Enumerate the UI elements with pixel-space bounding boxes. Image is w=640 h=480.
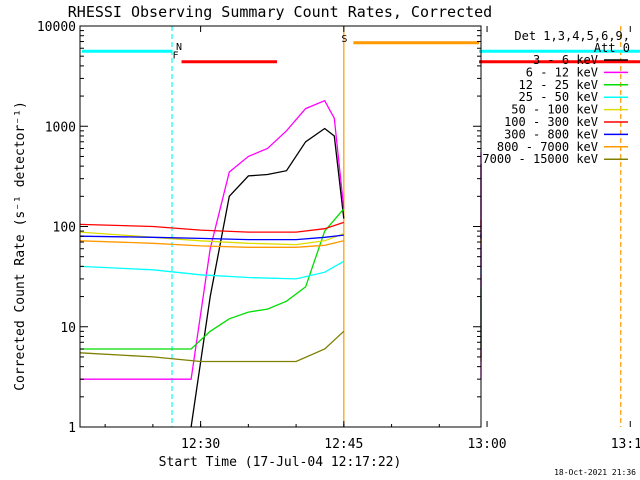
y-tick-label-4: 10000 (37, 20, 76, 35)
legend-label-8: 7000 - 15000 keV (482, 152, 598, 166)
x-tick-label-2: 13:00 (467, 437, 506, 452)
footer-timestamp: 18-Oct-2021 21:36 (554, 468, 636, 477)
legend-label-4: 50 - 100 keV (511, 103, 598, 117)
legend-label-7: 800 - 7000 keV (497, 140, 598, 154)
x-tick-label-3: 13:15 (611, 437, 640, 452)
x-axis-label: Start Time (17-Jul-04 12:17:22) (159, 455, 402, 470)
y-tick-label-0: 1 (68, 421, 76, 436)
legend-title: Det 1,3,4,5,6,9, (514, 29, 630, 43)
flag-label-f: F (173, 51, 179, 62)
y-tick-label-2: 100 (53, 221, 76, 236)
y-tick-label-3: 1000 (45, 120, 76, 135)
legend-label-1: 6 - 12 keV (526, 65, 598, 79)
y-tick-label-1: 10 (60, 321, 76, 336)
flag-label-s: S (341, 34, 347, 45)
x-tick-label-1: 12:45 (324, 437, 363, 452)
legend-label-5: 100 - 300 keV (504, 115, 598, 129)
legend-label-2: 12 - 25 keV (519, 78, 598, 92)
y-axis-label: Corrected Count Rate (s⁻¹ detector⁻¹) (13, 101, 28, 391)
legend-subtitle: Att 0 (594, 41, 630, 55)
flag-label-n: N (176, 42, 182, 53)
legend-label-0: 3 - 6 keV (533, 53, 598, 67)
legend-label-3: 25 - 50 keV (519, 90, 598, 104)
axis-ticks: 12:3012:4513:0013:1513:3013:451101001000… (37, 20, 640, 452)
chart-title: RHESSI Observing Summary Count Rates, Co… (68, 3, 492, 21)
legend-label-6: 300 - 800 keV (504, 127, 598, 141)
x-tick-label-0: 12:30 (181, 437, 220, 452)
